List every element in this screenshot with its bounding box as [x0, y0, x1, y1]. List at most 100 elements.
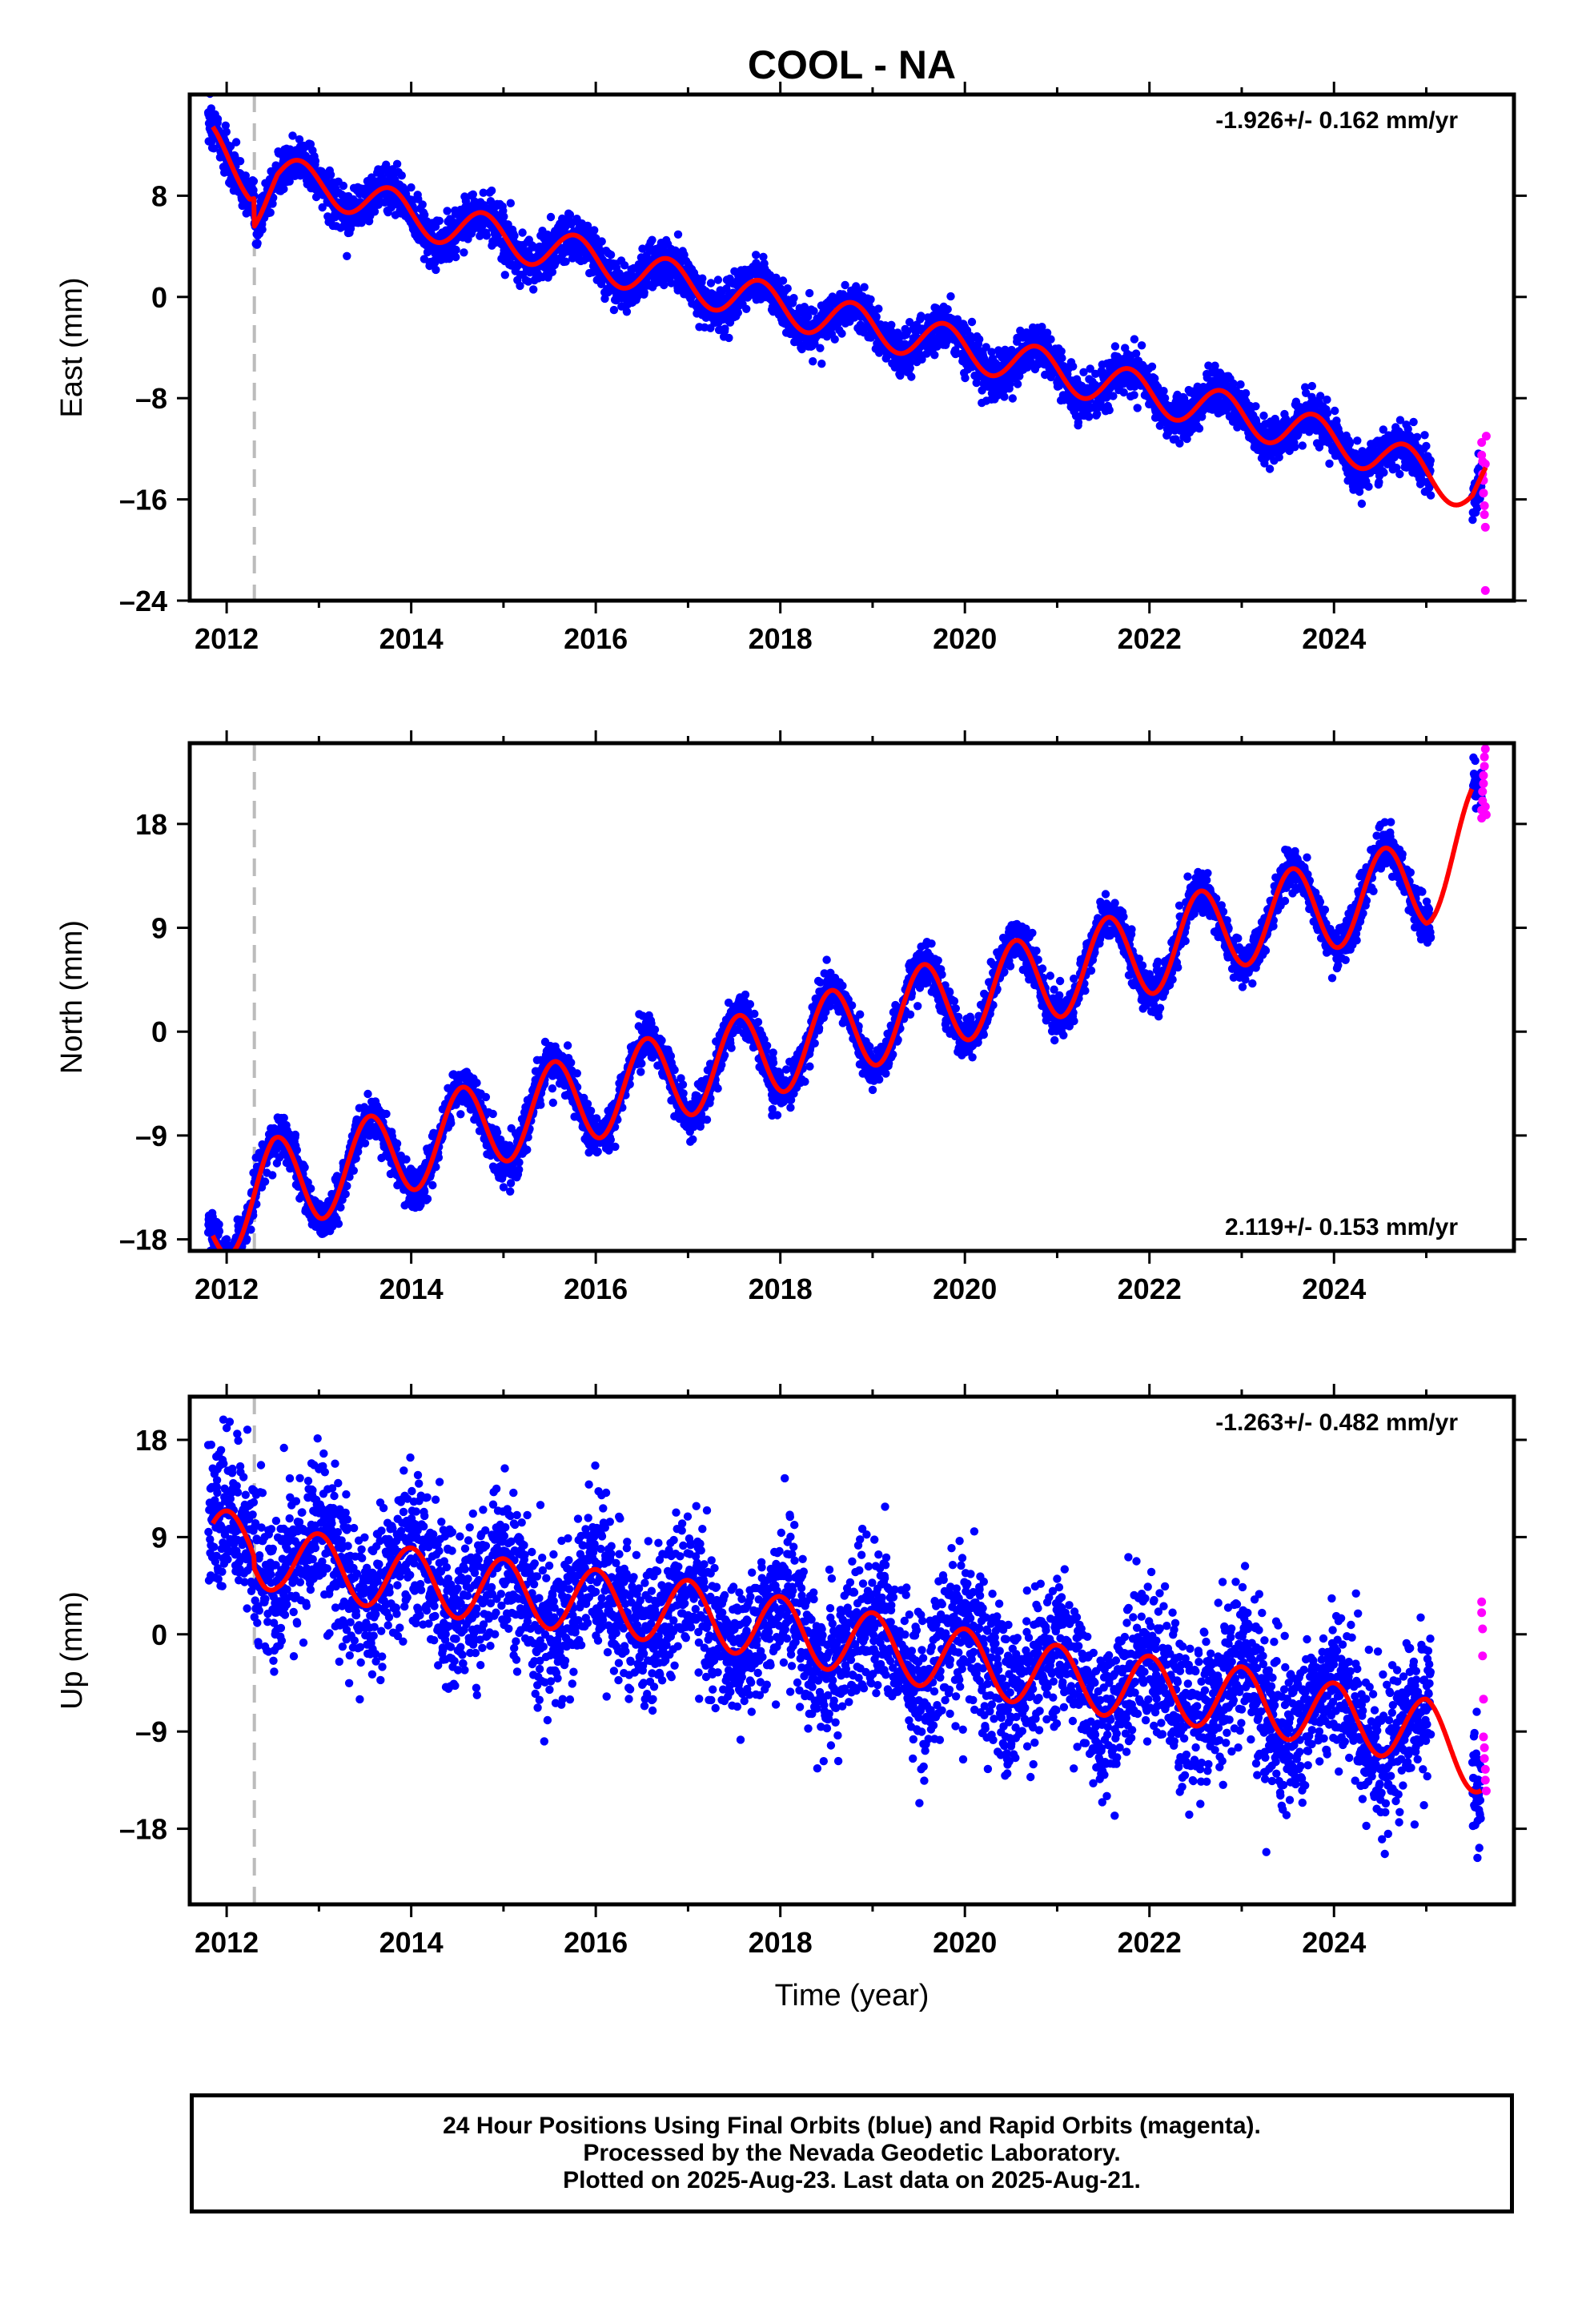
final-point	[1412, 432, 1422, 441]
final-point	[268, 1171, 277, 1180]
final-point	[548, 267, 557, 276]
final-point	[809, 307, 818, 316]
final-point	[1331, 406, 1339, 416]
final-point	[1046, 335, 1055, 344]
final-point	[946, 292, 955, 301]
final-point	[253, 239, 262, 247]
final-point	[279, 184, 288, 194]
final-point	[213, 115, 223, 123]
final-point	[461, 196, 471, 206]
final-point	[975, 335, 984, 344]
final-point	[288, 131, 297, 140]
final-point	[1298, 441, 1307, 450]
final-point	[1364, 482, 1373, 491]
final-point	[460, 248, 468, 257]
final-point	[837, 329, 846, 338]
final-point	[673, 230, 683, 239]
final-point	[1008, 394, 1018, 403]
x-tick-label: 2012	[195, 622, 259, 655]
final-point	[620, 261, 629, 270]
final-point	[1105, 405, 1114, 415]
velocity-label: -1.926+/- 0.162 mm/yr	[1215, 107, 1458, 134]
x-tick-label: 2022	[1118, 622, 1182, 655]
final-point	[1265, 464, 1275, 473]
final-point	[1345, 438, 1355, 447]
final-point	[660, 280, 669, 290]
y-tick-label: –8	[135, 382, 167, 415]
final-point	[1395, 469, 1404, 479]
final-point	[215, 1257, 223, 1265]
final-point	[606, 251, 616, 259]
final-point	[622, 308, 632, 316]
final-point	[1195, 424, 1204, 433]
final-point	[1133, 404, 1142, 412]
final-point	[967, 317, 977, 327]
final-point	[961, 373, 970, 383]
final-point	[1291, 443, 1299, 452]
final-point	[326, 171, 335, 179]
final-point	[235, 157, 245, 166]
final-point	[221, 121, 230, 130]
y-tick-label: 8	[151, 179, 167, 212]
rapid-point	[1480, 585, 1490, 595]
final-point	[241, 171, 250, 180]
final-point	[500, 212, 508, 221]
final-point	[1000, 392, 1009, 401]
final-point	[1422, 441, 1431, 451]
final-point	[482, 231, 491, 240]
final-point	[249, 177, 259, 186]
final-point	[318, 203, 327, 212]
final-point	[1241, 388, 1251, 398]
final-point	[227, 1254, 235, 1262]
final-point	[860, 283, 869, 292]
final-point	[1084, 412, 1094, 421]
final-point	[1130, 335, 1139, 344]
final-point	[805, 288, 814, 298]
final-point	[228, 1256, 236, 1265]
final-point	[680, 251, 689, 259]
final-point	[1236, 380, 1245, 389]
final-point	[872, 312, 881, 321]
final-point	[783, 284, 792, 293]
final-point	[1379, 468, 1388, 477]
final-orbit-points	[203, 753, 1486, 1265]
final-point	[1147, 362, 1157, 371]
final-point	[1259, 411, 1268, 420]
final-point	[1353, 436, 1362, 445]
x-tick-label: 2024	[1302, 622, 1366, 655]
final-point	[565, 210, 575, 219]
final-point	[339, 181, 348, 191]
final-point	[222, 127, 231, 136]
final-point	[479, 188, 488, 197]
final-point	[233, 1255, 241, 1263]
final-point	[279, 1113, 288, 1123]
final-point	[306, 139, 315, 149]
final-point	[295, 135, 304, 144]
final-point	[209, 144, 219, 153]
final-point	[561, 257, 570, 266]
final-point	[596, 279, 606, 288]
final-point	[468, 190, 477, 199]
x-tick-label: 2020	[933, 622, 997, 655]
final-point	[1323, 395, 1331, 404]
final-point	[800, 303, 809, 312]
x-tick-label: 2016	[564, 622, 628, 655]
rapid-point	[1480, 522, 1490, 532]
final-point	[1013, 380, 1022, 388]
final-point	[809, 357, 817, 366]
final-point	[518, 228, 527, 237]
final-point	[291, 1130, 300, 1140]
final-point	[667, 279, 676, 287]
final-point	[432, 265, 440, 275]
final-point	[1426, 456, 1435, 465]
final-point	[778, 276, 788, 285]
final-point	[752, 251, 761, 259]
final-point	[759, 252, 768, 261]
final-point	[443, 207, 452, 215]
final-point	[268, 199, 277, 208]
panel-2: 2012 2014 2016 2018 2020 2022 2024–18–90918Nor…	[55, 730, 1527, 1305]
final-point	[698, 274, 707, 283]
final-point	[266, 208, 275, 217]
final-point	[943, 305, 952, 314]
